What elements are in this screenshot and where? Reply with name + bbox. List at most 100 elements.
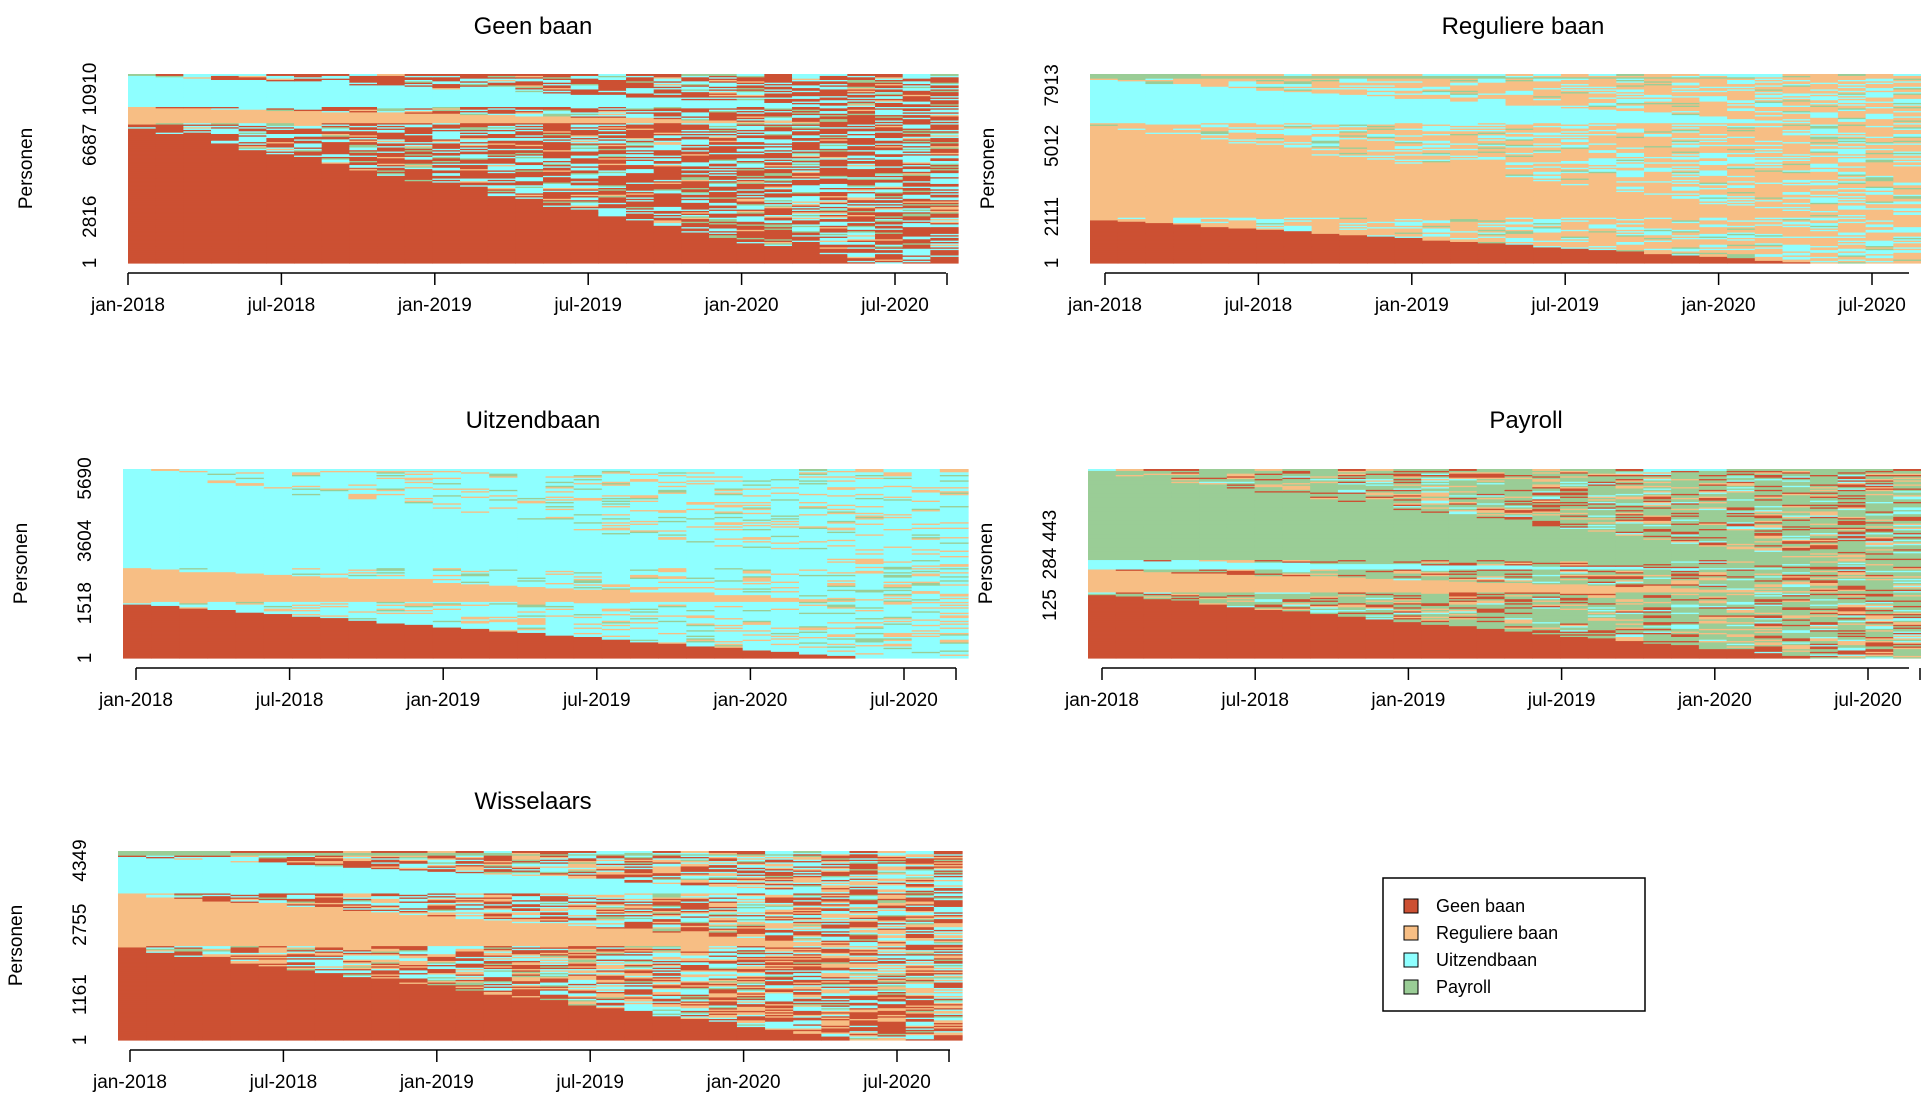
state-cell bbox=[681, 148, 710, 151]
state-cell bbox=[460, 184, 489, 187]
state-cell bbox=[709, 231, 738, 234]
state-cell bbox=[792, 198, 821, 201]
state-cell bbox=[681, 160, 710, 163]
state-cell bbox=[183, 244, 212, 247]
state-cell bbox=[598, 137, 627, 140]
sequence-row bbox=[128, 217, 959, 220]
state-cell bbox=[515, 182, 544, 184]
state-cell bbox=[543, 121, 572, 124]
state-cell bbox=[349, 110, 378, 113]
state-cell bbox=[847, 177, 876, 180]
state-cell bbox=[183, 132, 212, 134]
state-cell bbox=[543, 148, 572, 151]
state-cell bbox=[128, 231, 157, 234]
state-cell bbox=[598, 214, 627, 217]
state-cell bbox=[875, 106, 904, 109]
state-cell bbox=[432, 186, 461, 188]
state-cell bbox=[266, 103, 295, 106]
state-cell bbox=[349, 182, 378, 184]
state-cell bbox=[404, 169, 433, 172]
state-cell bbox=[432, 180, 461, 183]
state-cell bbox=[570, 203, 599, 206]
state-cell bbox=[238, 217, 267, 220]
state-cell bbox=[570, 152, 599, 155]
state-cell bbox=[626, 141, 655, 144]
state-cell bbox=[764, 141, 793, 144]
state-cell bbox=[626, 136, 655, 139]
sequence-row bbox=[128, 245, 959, 248]
state-cell bbox=[709, 218, 738, 221]
state-cell bbox=[460, 214, 489, 217]
state-cell bbox=[792, 195, 821, 198]
state-cell bbox=[819, 254, 848, 257]
state-cell bbox=[238, 213, 267, 215]
state-cell bbox=[155, 125, 184, 128]
state-cell bbox=[460, 164, 489, 167]
sequence-row bbox=[128, 103, 959, 106]
state-cell bbox=[736, 111, 765, 114]
state-cell bbox=[902, 200, 931, 203]
state-cell bbox=[764, 133, 793, 136]
state-cell bbox=[183, 256, 212, 259]
state-cell bbox=[321, 231, 350, 234]
state-cell bbox=[847, 188, 876, 191]
state-cell bbox=[349, 136, 378, 139]
state-cell bbox=[875, 167, 904, 170]
state-cell bbox=[653, 214, 682, 217]
sequence-row bbox=[128, 141, 959, 144]
state-cell bbox=[847, 113, 876, 116]
state-cell bbox=[432, 179, 461, 182]
sequence-row bbox=[128, 237, 959, 240]
state-cell bbox=[543, 250, 572, 253]
state-cell bbox=[294, 257, 323, 260]
state-cell bbox=[460, 103, 489, 106]
state-cell bbox=[598, 119, 627, 122]
state-cell bbox=[404, 219, 433, 222]
state-cell bbox=[626, 182, 655, 184]
state-cell bbox=[155, 213, 184, 215]
state-cell bbox=[128, 149, 157, 152]
state-cell bbox=[238, 261, 267, 264]
state-cell bbox=[570, 159, 599, 161]
state-cell bbox=[847, 260, 876, 263]
state-cell bbox=[626, 157, 655, 160]
state-cell bbox=[764, 74, 793, 76]
state-cell bbox=[570, 209, 599, 211]
state-cell bbox=[515, 183, 544, 186]
state-cell bbox=[847, 163, 876, 166]
state-cell bbox=[736, 171, 765, 174]
state-cell bbox=[902, 118, 931, 121]
state-cell bbox=[432, 211, 461, 214]
state-cell bbox=[404, 128, 433, 130]
state-cell bbox=[626, 194, 655, 197]
state-cell bbox=[432, 257, 461, 260]
state-cell bbox=[764, 200, 793, 203]
state-cell bbox=[211, 196, 240, 199]
state-cell bbox=[819, 199, 848, 202]
state-cell bbox=[515, 187, 544, 190]
state-cell bbox=[653, 150, 682, 153]
state-cell bbox=[294, 107, 323, 110]
sequence-row bbox=[128, 214, 959, 217]
state-cell bbox=[653, 196, 682, 199]
state-cell bbox=[681, 252, 710, 255]
state-cell bbox=[377, 156, 406, 159]
state-cell bbox=[211, 242, 240, 245]
state-cell bbox=[736, 133, 765, 136]
state-cell bbox=[875, 218, 904, 221]
state-cell bbox=[238, 161, 267, 164]
state-cell bbox=[238, 148, 267, 151]
state-cell bbox=[875, 244, 904, 247]
state-cell bbox=[321, 204, 350, 207]
state-cell bbox=[653, 211, 682, 214]
state-cell bbox=[875, 248, 904, 251]
state-cell bbox=[238, 214, 267, 217]
state-cell bbox=[377, 180, 406, 183]
state-cell bbox=[321, 111, 350, 114]
state-cell bbox=[432, 165, 461, 168]
state-cell bbox=[681, 254, 710, 257]
state-cell bbox=[155, 242, 184, 245]
state-cell bbox=[404, 231, 433, 234]
state-cell bbox=[709, 118, 738, 121]
state-cell bbox=[570, 103, 599, 106]
